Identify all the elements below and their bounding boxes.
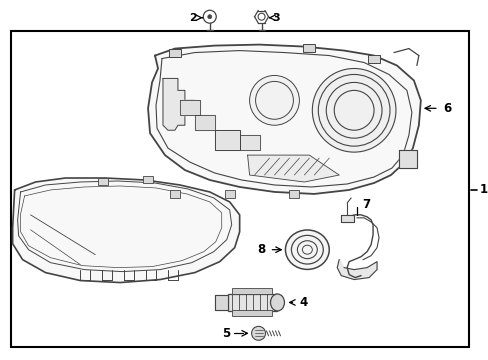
Bar (143, 176, 153, 183)
Text: 5: 5 (222, 327, 230, 340)
Polygon shape (247, 155, 339, 182)
Circle shape (249, 76, 299, 125)
Text: 7: 7 (362, 198, 369, 211)
Circle shape (312, 68, 395, 152)
Polygon shape (214, 130, 239, 150)
Bar (289, 190, 299, 198)
Text: 1: 1 (479, 184, 487, 197)
Polygon shape (227, 294, 277, 311)
Bar (367, 55, 379, 63)
Bar (98, 178, 108, 185)
Bar (303, 44, 315, 51)
Polygon shape (214, 296, 227, 310)
Polygon shape (163, 78, 194, 130)
Bar (170, 190, 180, 198)
Polygon shape (398, 150, 416, 168)
Ellipse shape (270, 294, 284, 311)
Bar (224, 190, 234, 198)
Ellipse shape (285, 230, 328, 270)
Polygon shape (13, 178, 239, 283)
Polygon shape (194, 115, 214, 130)
Circle shape (251, 327, 265, 340)
Text: 3: 3 (272, 13, 280, 23)
Text: 4: 4 (299, 296, 307, 309)
Bar (231, 310, 271, 316)
Text: 2: 2 (188, 13, 196, 23)
Polygon shape (148, 45, 420, 194)
Polygon shape (341, 215, 353, 222)
Bar (231, 288, 271, 293)
Polygon shape (239, 135, 259, 150)
Text: 6: 6 (442, 102, 450, 115)
Bar (169, 49, 181, 57)
Polygon shape (180, 100, 200, 115)
Bar (11, 31, 468, 347)
Text: 8: 8 (257, 243, 265, 256)
Polygon shape (337, 260, 376, 280)
Circle shape (207, 15, 211, 19)
